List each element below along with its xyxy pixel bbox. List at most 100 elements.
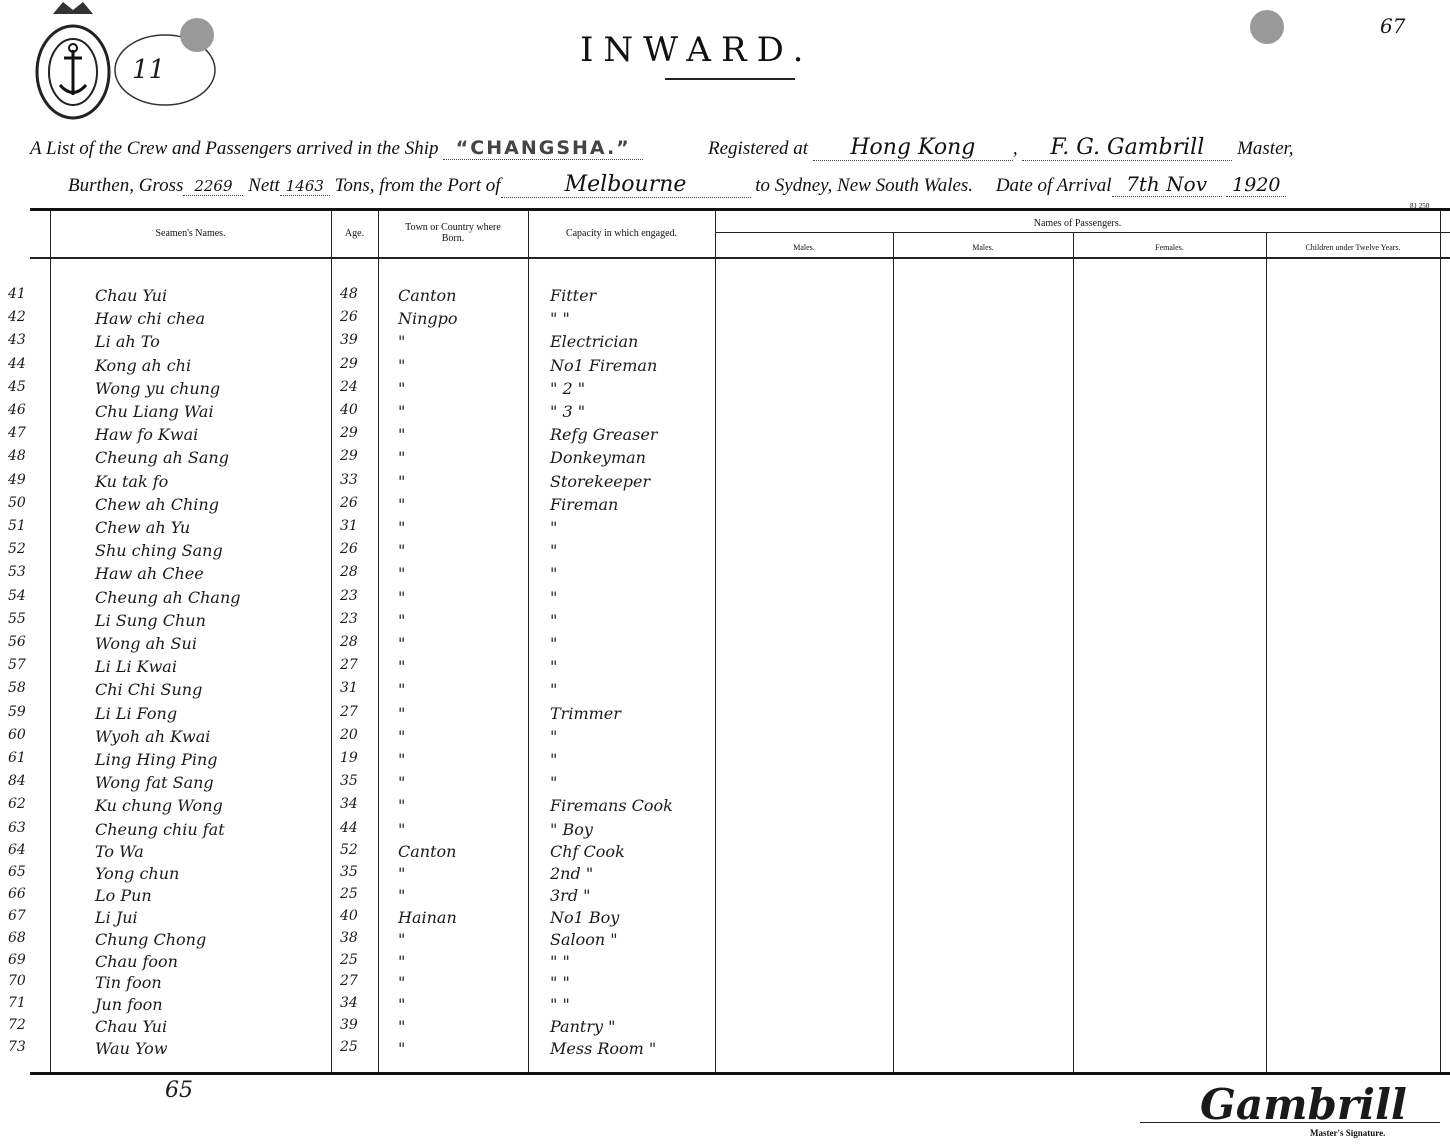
row-number: 44 — [8, 355, 26, 372]
col-header-children: Children under Twelve Years. — [1305, 243, 1401, 252]
capacity: " — [550, 634, 558, 653]
age: 27 — [340, 657, 358, 674]
capacity: " — [550, 726, 558, 746]
master-name: F. G. Gambrill — [1022, 135, 1233, 161]
capacity: 2nd " — [550, 863, 594, 883]
town-born: " — [398, 885, 406, 905]
age: 28 — [340, 634, 358, 650]
town-born: " — [398, 494, 406, 514]
seaman-name: Ku chung Wong — [95, 796, 223, 816]
row-number: 63 — [8, 819, 26, 836]
town-born: " — [398, 378, 406, 398]
capacity: Fireman — [550, 494, 619, 514]
seaman-name: Chew ah Ching — [95, 494, 219, 514]
seaman-name: Ku tak fo — [95, 471, 169, 491]
column-divider — [331, 210, 332, 1072]
age: 29 — [340, 355, 358, 372]
age: 31 — [340, 680, 358, 697]
town-born: Canton — [398, 842, 457, 861]
age: 27 — [340, 973, 358, 990]
punch-hole — [1250, 10, 1284, 44]
seaman-name: Kong ah chi — [95, 355, 192, 375]
table-bottom-rule — [30, 1072, 1450, 1075]
seaman-name: Yong chun — [95, 863, 180, 883]
capacity: Electrician — [550, 332, 639, 352]
column-divider — [893, 233, 894, 1072]
age: 34 — [340, 995, 358, 1012]
town-born: " — [398, 863, 406, 883]
capacity: " " — [550, 951, 570, 971]
column-divider — [1266, 233, 1267, 1072]
signature-line — [1140, 1122, 1440, 1123]
nett-tons: 1463 — [279, 177, 330, 196]
age: 23 — [340, 587, 358, 604]
page-number: 67 — [1380, 14, 1406, 38]
town-born: " — [398, 332, 406, 352]
age: 26 — [340, 541, 358, 558]
capacity: " — [550, 541, 558, 561]
capacity: " " — [550, 973, 570, 993]
capacity: " — [550, 587, 558, 607]
capacity: Saloon " — [550, 929, 618, 949]
col-header-town: Town or Country where Born. — [405, 222, 501, 244]
row-number: 72 — [8, 1017, 26, 1034]
capacity: Fitter — [550, 286, 597, 305]
row-number: 69 — [8, 951, 26, 968]
town-born: " — [398, 819, 406, 839]
age: 19 — [340, 750, 358, 766]
seaman-name: Ling Hing Ping — [95, 750, 218, 769]
capacity: No1 Boy — [550, 907, 620, 927]
seaman-name: Haw ah Chee — [95, 564, 204, 584]
town-born: " — [398, 726, 406, 746]
age: 33 — [340, 471, 358, 488]
age: 25 — [340, 885, 358, 902]
col-header-names: Seamen's Names. — [155, 228, 226, 239]
row-number: 55 — [8, 610, 26, 627]
row-number: 60 — [8, 726, 26, 743]
page-title: INWARD. — [580, 30, 814, 70]
capacity: " 3 " — [550, 402, 586, 421]
capacity: Chf Cook — [550, 842, 625, 861]
row-number: 62 — [8, 796, 26, 813]
seaman-name: Wau Yow — [95, 1039, 168, 1059]
row-number: 57 — [8, 657, 26, 674]
seaman-name: To Wa — [95, 842, 144, 861]
capacity: Donkeyman — [550, 448, 646, 468]
capacity: " 2 " — [550, 378, 586, 398]
gross-tons: 2269 — [183, 177, 244, 196]
seaman-name: Chi Chi Sung — [95, 680, 203, 700]
town-born: " — [398, 587, 406, 607]
seaman-name: Chau foon — [95, 951, 178, 971]
age: 39 — [340, 1017, 358, 1034]
col-header-capacity: Capacity in which engaged. — [565, 228, 678, 239]
capacity: " — [550, 750, 558, 769]
seaman-name: Cheung ah Chang — [95, 587, 241, 607]
age: 24 — [340, 378, 358, 395]
capacity: " — [550, 657, 558, 677]
seaman-name: Shu ching Sang — [95, 541, 223, 561]
row-number: 53 — [8, 564, 26, 581]
capacity: " — [550, 518, 558, 537]
col-header-females: Females. — [1155, 243, 1184, 252]
seaman-name: Jun foon — [95, 995, 163, 1015]
margin-note: 11 — [132, 55, 166, 85]
seaman-name: Chung Chong — [95, 929, 207, 949]
row-number: 41 — [8, 286, 26, 302]
ship-name: “CHANGSHA.” — [443, 137, 644, 160]
age: 26 — [340, 494, 358, 511]
age: 35 — [340, 773, 358, 790]
town-born: Ningpo — [398, 309, 458, 329]
town-born: " — [398, 703, 406, 723]
col-header-males-2: Males. — [972, 243, 994, 252]
town-born: Canton — [398, 286, 457, 305]
age: 40 — [340, 402, 358, 418]
punch-hole — [180, 18, 214, 52]
town-born: " — [398, 355, 406, 375]
arrival-year: 1920 — [1226, 174, 1287, 197]
row-number: 65 — [8, 863, 26, 880]
row-number: 61 — [8, 750, 26, 766]
signature-label: Master's Signature. — [1310, 1128, 1386, 1138]
age: 44 — [340, 819, 358, 836]
master-signature: Gambrill — [1200, 1080, 1407, 1129]
age: 25 — [340, 1039, 358, 1056]
